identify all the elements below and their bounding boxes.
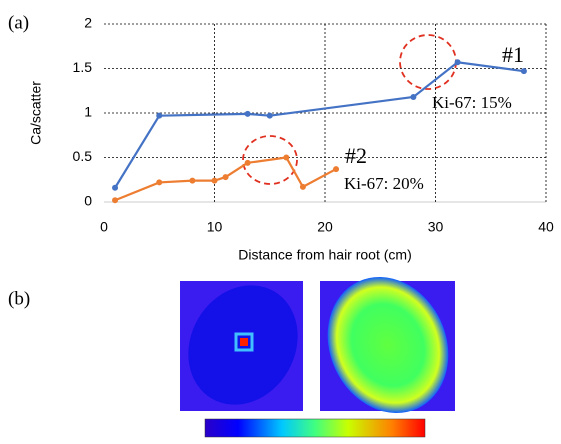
data-point (223, 174, 229, 180)
y-tick-label: 0 (84, 193, 92, 209)
data-point (283, 155, 289, 161)
series-label: #1 (502, 42, 524, 67)
y-tick-label: 1.5 (73, 59, 93, 75)
data-point (112, 185, 118, 191)
data-point (521, 68, 527, 74)
y-tick-label: 2 (84, 15, 92, 31)
data-point (410, 94, 416, 100)
data-point (245, 111, 251, 117)
x-tick-label: 40 (538, 219, 554, 235)
data-point (212, 178, 218, 184)
data-point (267, 113, 273, 119)
data-point (300, 184, 306, 190)
data-point (189, 178, 195, 184)
y-tick-label: 1 (84, 104, 92, 120)
annotation: Ki-67: 20% (344, 174, 424, 193)
x-tick-label: 20 (317, 219, 333, 235)
hotspot (240, 338, 248, 346)
data-point (333, 166, 339, 172)
panel-label: (b) (8, 288, 30, 309)
highlight-circle (400, 35, 456, 89)
heatmap-image (167, 257, 470, 433)
y-axis-label: Ca/scatter (28, 81, 44, 145)
figure: (a) (b) Ca/scatter Distance from hair ro… (0, 0, 561, 439)
panel-label: (a) (8, 12, 29, 33)
x-tick-label: 0 (100, 219, 108, 235)
y-tick-label: 0.5 (73, 148, 93, 164)
x-axis-label: Distance from hair root (cm) (238, 247, 411, 263)
x-tick-label: 30 (428, 219, 444, 235)
data-point (156, 179, 162, 185)
data-line (115, 62, 524, 187)
data-point (156, 113, 162, 119)
x-tick-label: 10 (207, 219, 223, 235)
data-point (112, 197, 118, 203)
data-point (455, 59, 461, 65)
annotation: Ki-67: 15% (432, 93, 512, 112)
series-label: #2 (345, 143, 367, 168)
data-point (245, 160, 251, 166)
colorbar (205, 419, 425, 437)
